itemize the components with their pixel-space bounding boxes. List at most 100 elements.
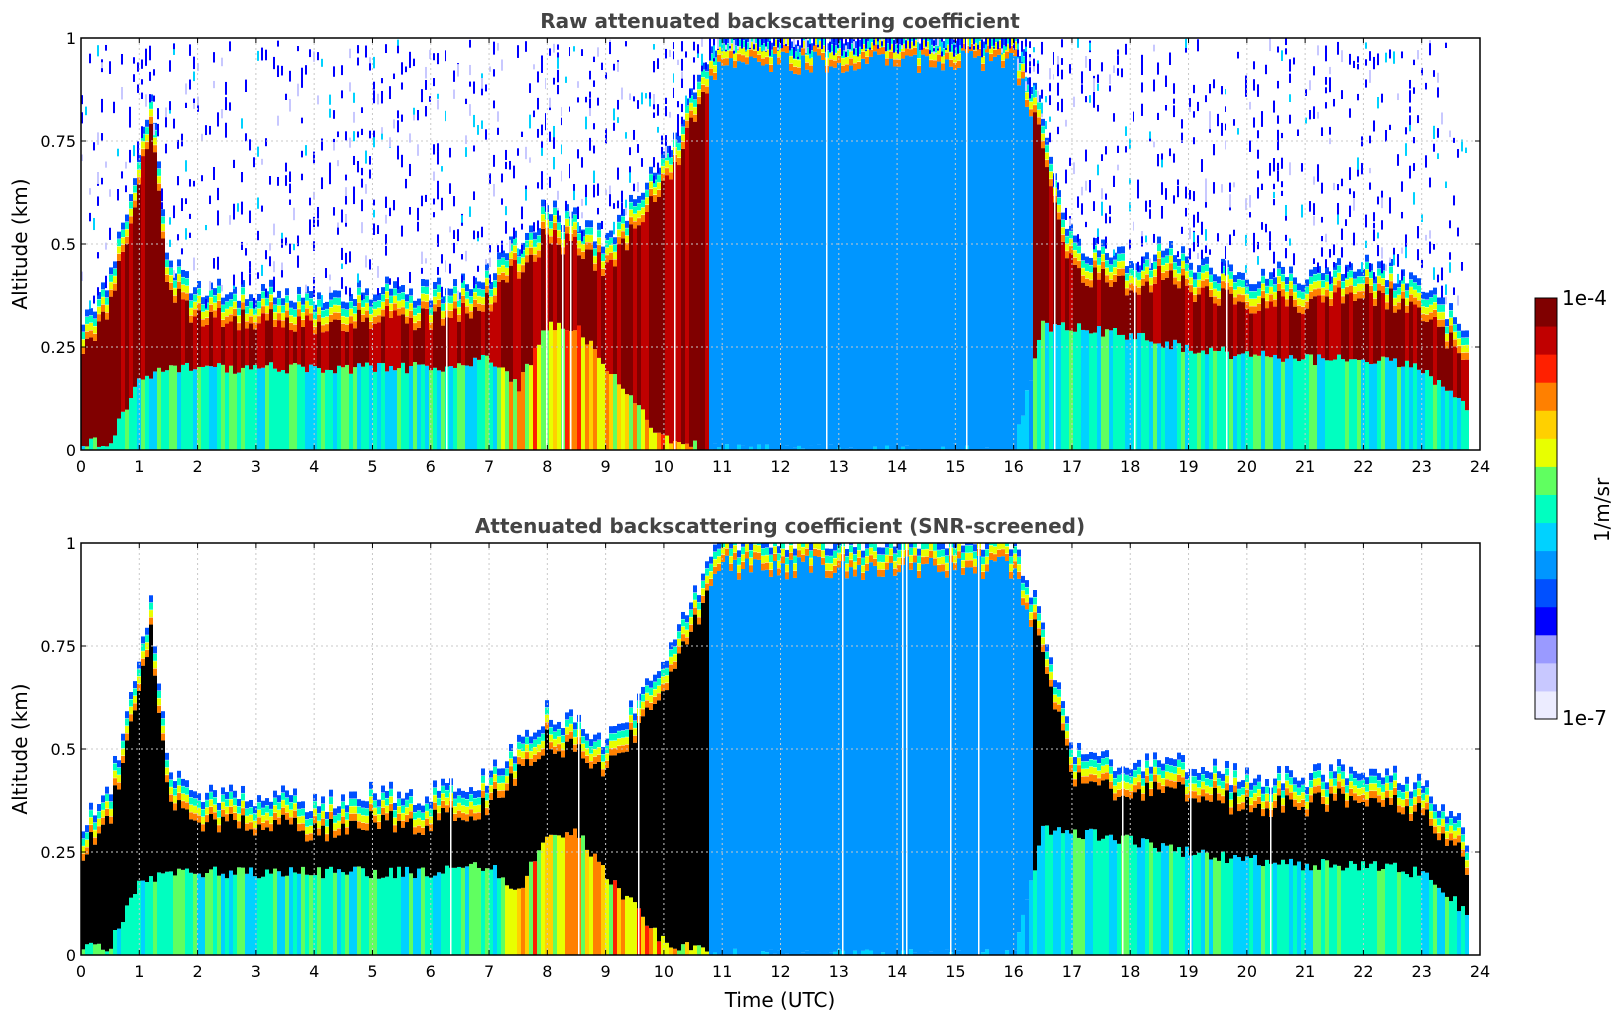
heatmap-cell: [841, 72, 845, 450]
heatmap-cell: [1333, 182, 1335, 191]
heatmap-cell: [813, 44, 817, 52]
heatmap-cell: [381, 814, 385, 878]
heatmap-cell: [1193, 214, 1195, 228]
heatmap-cell: [1257, 281, 1261, 289]
heatmap-cell: [249, 316, 253, 324]
heatmap-cell: [729, 38, 731, 47]
heatmap-cell: [521, 206, 523, 220]
heatmap-cell: [685, 105, 689, 113]
heatmap-cell: [677, 101, 679, 108]
heatmap-cell: [109, 227, 111, 240]
heatmap-cell: [1325, 274, 1329, 282]
heatmap-cell: [913, 54, 917, 450]
heatmap-cell: [1061, 212, 1065, 220]
heatmap-cell: [809, 47, 811, 54]
heatmap-cell: [721, 51, 725, 59]
heatmap-cell: [521, 257, 525, 265]
heatmap-cell: [1157, 243, 1161, 251]
heatmap-cell: [693, 114, 697, 122]
heatmap-cell: [793, 39, 795, 48]
heatmap-cell: [677, 158, 681, 166]
heatmap-cell: [1065, 330, 1069, 450]
heatmap-cell: [557, 210, 559, 220]
heatmap-cell: [1057, 212, 1061, 220]
heatmap-cell: [453, 196, 455, 207]
heatmap-cell: [653, 112, 655, 118]
heatmap-cell: [433, 198, 435, 205]
heatmap-cell: [389, 137, 391, 148]
heatmap-cell: [213, 317, 217, 367]
heatmap-cell: [1301, 284, 1305, 292]
heatmap-cell: [1305, 279, 1309, 287]
heatmap-cell: [317, 307, 321, 315]
heatmap-cell: [165, 115, 167, 128]
heatmap-cell: [389, 796, 393, 804]
heatmap-cell: [393, 73, 395, 80]
heatmap-cell: [473, 292, 477, 300]
heatmap-cell: [1085, 271, 1089, 279]
heatmap-cell: [1069, 238, 1073, 246]
heatmap-cell: [1433, 384, 1437, 450]
heatmap-cell: [745, 57, 749, 65]
heatmap-cell: [229, 307, 233, 315]
heatmap-cell: [413, 308, 417, 316]
heatmap-cell: [765, 64, 769, 445]
heatmap-cell: [653, 175, 655, 184]
heatmap-cell: [349, 316, 353, 324]
heatmap-cell: [457, 64, 459, 77]
heatmap-cell: [1173, 262, 1177, 270]
heatmap-cell: [433, 780, 437, 788]
heatmap-cell: [1281, 274, 1285, 282]
heatmap-cell: [1097, 326, 1101, 450]
heatmap-cell: [245, 365, 249, 450]
heatmap-cell: [617, 214, 621, 222]
heatmap-cell: [1237, 286, 1241, 294]
heatmap-cell: [1389, 266, 1393, 274]
heatmap-cell: [1277, 129, 1279, 141]
heatmap-cell: [1161, 250, 1165, 258]
heatmap-cell: [329, 286, 331, 293]
heatmap-cell: [1081, 329, 1085, 450]
heatmap-cell: [381, 309, 385, 317]
heatmap-cell: [457, 321, 461, 364]
heatmap-cell: [1277, 139, 1279, 151]
heatmap-cell: [425, 106, 427, 117]
heatmap-cell: [1093, 78, 1095, 92]
heatmap-cell: [225, 309, 229, 317]
heatmap-cell: [125, 740, 129, 906]
heatmap-cell: [1245, 75, 1247, 87]
heatmap-cell: [341, 809, 345, 817]
heatmap-cell: [1421, 291, 1425, 299]
heatmap-cell: [353, 820, 357, 867]
heatmap-cell: [401, 62, 403, 75]
heatmap-cell: [1409, 301, 1413, 368]
heatmap-cell: [405, 316, 409, 324]
heatmap-cell: [501, 257, 505, 265]
heatmap-cell: [421, 286, 425, 294]
heatmap-cell: [933, 60, 937, 68]
heatmap-cell: [1009, 38, 1011, 45]
heatmap-cell: [385, 820, 389, 877]
raw-backscatter-panel: Raw attenuated backscattering coefficien…: [8, 9, 1490, 476]
heatmap-cell: [97, 196, 99, 206]
heatmap-cell: [249, 294, 253, 302]
heatmap-cell: [373, 800, 377, 808]
heatmap-cell: [377, 93, 379, 105]
heatmap-cell: [125, 905, 129, 955]
heatmap-cell: [245, 808, 249, 816]
heatmap-cell: [465, 799, 469, 807]
heatmap-cell: [401, 154, 403, 168]
heatmap-cell: [557, 322, 561, 450]
heatmap-cell: [385, 790, 389, 798]
heatmap-cell: [237, 315, 241, 323]
heatmap-cell: [645, 197, 649, 205]
heatmap-cell: [169, 60, 171, 72]
heatmap-cell: [213, 812, 217, 820]
heatmap-cell: [1389, 257, 1391, 263]
heatmap-cell: [193, 791, 197, 799]
heatmap-cell: [121, 222, 125, 230]
heatmap-cell: [325, 834, 329, 842]
heatmap-cell: [93, 944, 97, 955]
heatmap-cell: [653, 432, 657, 450]
heatmap-cell: [1089, 59, 1091, 71]
